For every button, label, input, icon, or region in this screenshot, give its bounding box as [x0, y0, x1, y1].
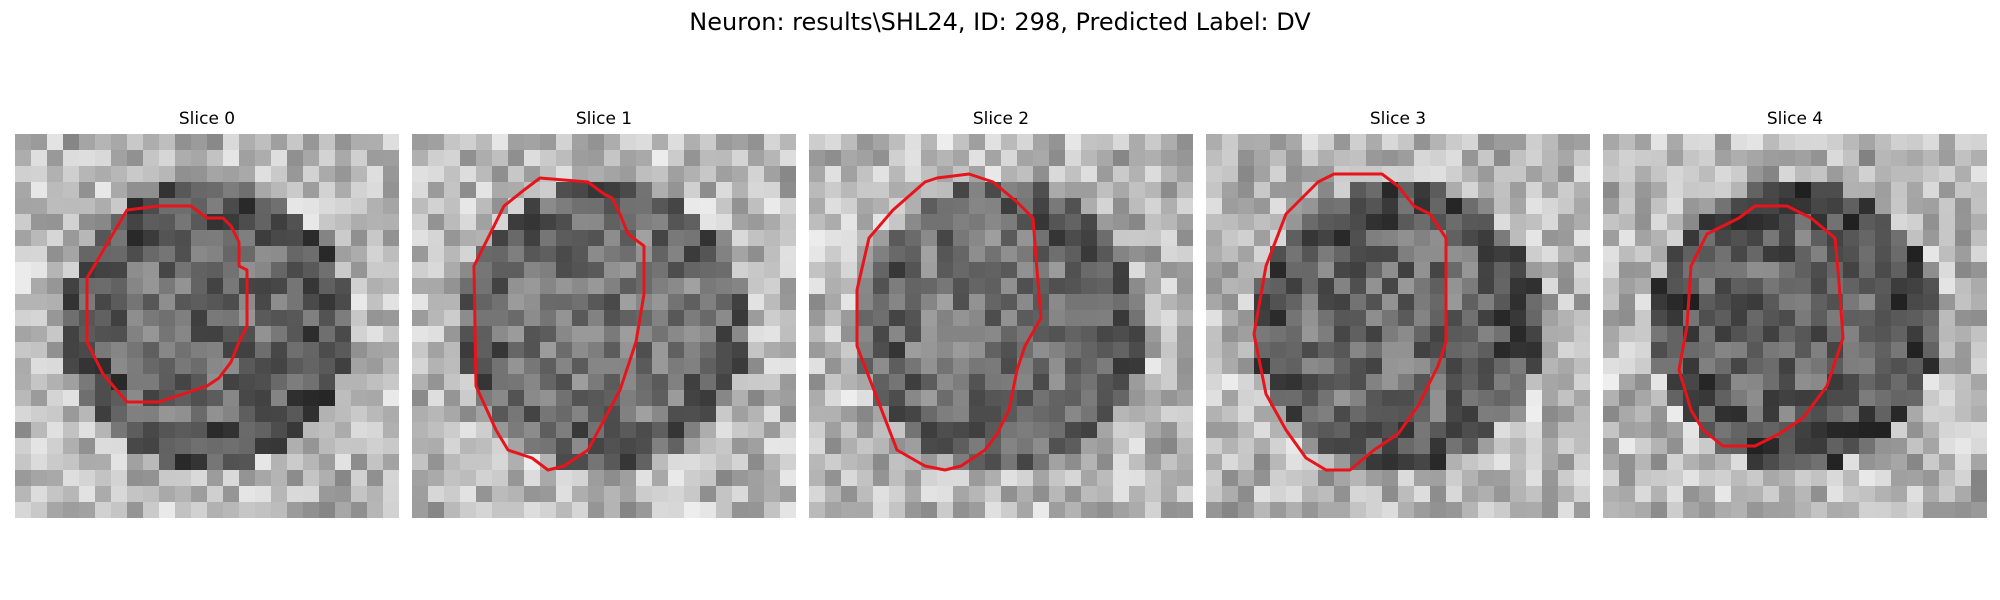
figure-title: Neuron: results\SHL24, ID: 298, Predicte…	[689, 8, 1311, 36]
slice-1-image	[412, 134, 796, 518]
slice-2-contour	[855, 172, 1043, 472]
slice-4-contour	[1677, 204, 1845, 448]
slice-panel-4: Slice 4	[1603, 108, 1987, 518]
slice-0-title: Slice 0	[178, 109, 236, 129]
slice-3-contour	[1252, 172, 1448, 472]
slice-1-contour	[472, 176, 646, 472]
slice-0-contour	[85, 204, 249, 404]
slice-3-image	[1206, 134, 1590, 518]
slice-panel-0: Slice 0	[15, 108, 399, 518]
slice-panel-1: Slice 1	[412, 108, 796, 518]
slice-2-image	[809, 134, 1193, 518]
slice-1-title: Slice 1	[575, 109, 633, 129]
slice-4-title: Slice 4	[1766, 109, 1824, 129]
slice-4-image	[1603, 134, 1987, 518]
slice-2-title: Slice 2	[972, 109, 1030, 129]
slice-3-title: Slice 3	[1369, 109, 1427, 129]
slice-panel-2: Slice 2	[809, 108, 1193, 518]
slice-0-image	[15, 134, 399, 518]
slice-panel-3: Slice 3	[1206, 108, 1590, 518]
